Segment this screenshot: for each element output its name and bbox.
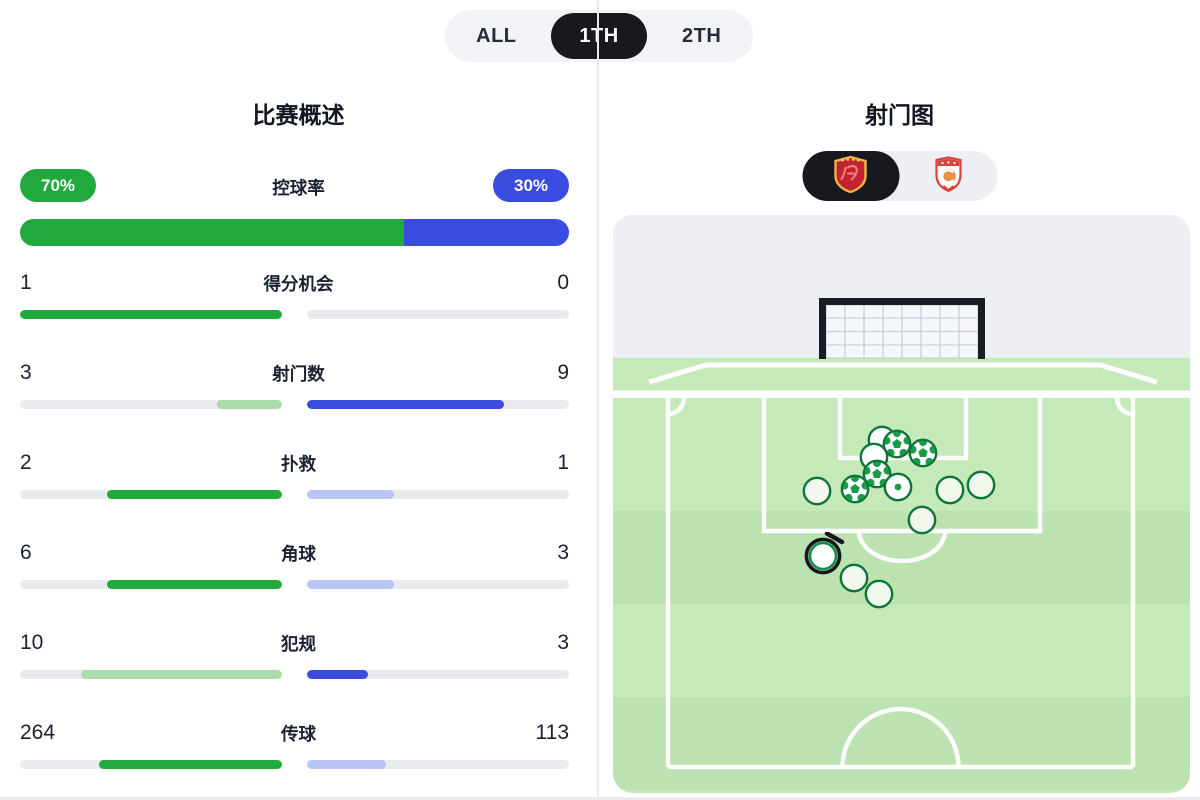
shot-marker-plain[interactable] [926,466,974,514]
pitch-stripe [613,511,1190,604]
home-bar [20,310,282,319]
away-possession-badge: 30% [493,169,569,202]
home-value: 10 [20,631,44,654]
period-tab[interactable]: 2TH [653,13,750,59]
behind-goal-lines [648,362,1158,385]
pitch-lines [665,397,1136,770]
away-value: 1 [557,451,569,474]
shot-marker-plain[interactable] [793,467,841,515]
home-bar [20,400,282,409]
stat-row: 3 射门数 9 [0,345,597,435]
shot-marker-ball[interactable] [873,420,921,468]
shot-marker-dot[interactable] [874,463,922,511]
overview-title: 比赛概述 [252,102,345,128]
shot-marker-plain[interactable] [957,461,1005,509]
home-bar [20,490,282,499]
home-bar [20,670,282,679]
pitch-stripe [613,697,1190,790]
team-toggle [802,151,997,201]
away-team-crest-icon [934,155,962,197]
away-value: 3 [557,541,569,564]
pitch-drawing [613,298,1190,770]
shot-marker-ball[interactable] [853,450,901,498]
stat-row: 10 犯规 3 [0,615,597,705]
bottom-edge [0,797,1200,800]
panel-divider [597,0,599,797]
home-bar [20,760,282,769]
away-possession-fill [404,219,569,246]
stat-label: 犯规 [281,634,316,654]
home-team-toggle[interactable] [802,151,900,201]
stat-label: 得分机会 [263,274,334,294]
stat-label: 扑救 [281,454,316,474]
shotmap-title: 射门图 [865,102,934,128]
home-value: 1 [20,271,32,294]
away-bar [307,670,569,679]
away-value: 9 [557,361,569,384]
away-value: 3 [557,631,569,654]
possession-bar [20,219,569,246]
stat-row: 1 得分机会 0 [0,255,597,345]
period-tab[interactable]: 1TH [550,13,648,59]
stat-row: 6 角球 3 [0,525,597,615]
away-bar [307,400,569,409]
stat-row: 264 传球 113 [0,705,597,795]
goal-frame [819,298,985,359]
shot-marker-ball[interactable] [831,465,879,513]
goal-line [613,390,1190,398]
stat-label: 角球 [281,544,316,564]
away-bar [307,310,569,319]
away-bar [307,580,569,589]
shot-marker-plain[interactable] [830,554,878,602]
home-value: 264 [20,721,56,744]
home-value: 2 [20,451,32,474]
shot-map-card [613,215,1190,793]
match-overview-panel: 比赛概述 70% 控球率 30% 1 得分机会 0 3 射门数 9 2 扑救 1… [0,70,597,797]
possession-label: 控球率 [272,178,325,198]
home-team-crest-icon [834,155,868,198]
home-value: 6 [20,541,32,564]
away-value: 0 [557,271,569,294]
shot-markers-layer [613,215,1190,793]
stat-rows: 1 得分机会 0 3 射门数 9 2 扑救 1 6 角球 3 10 犯规 3 2… [0,255,597,795]
shot-marker-selected[interactable] [799,532,847,580]
away-team-toggle[interactable] [900,151,998,201]
shot-marker-plain[interactable] [855,570,903,618]
home-possession-badge: 70% [20,169,96,202]
away-value: 113 [535,721,569,744]
away-bar [307,490,569,499]
home-value: 3 [20,361,32,384]
home-possession-fill [20,219,405,246]
home-bar [20,580,282,589]
stat-label: 射门数 [272,364,325,384]
period-tab[interactable]: ALL [448,13,545,59]
shot-map-panel: 射门图 [599,70,1200,797]
stat-row: 2 扑救 1 [0,435,597,525]
stat-label: 传球 [281,724,316,744]
period-tabs: ALL 1TH 2TH [445,10,753,62]
away-bar [307,760,569,769]
shot-marker-plain[interactable] [898,496,946,544]
shot-marker-ball[interactable] [899,429,947,477]
